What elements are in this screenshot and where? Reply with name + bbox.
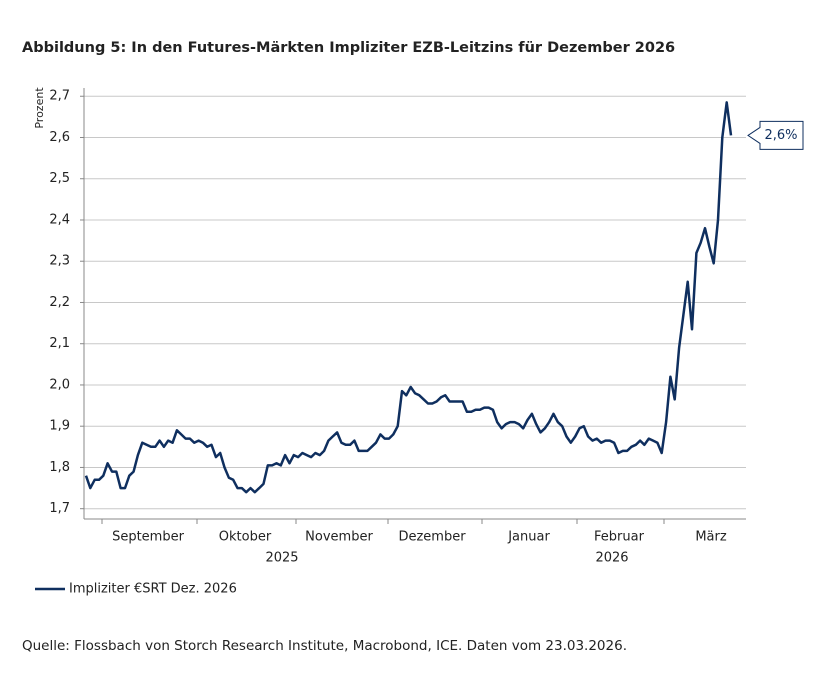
y-tick-label: 2,4: [49, 212, 70, 227]
y-tick-label: 2,7: [49, 89, 70, 104]
x-tick-label: Januar: [507, 530, 550, 545]
year-label: 2025: [265, 551, 298, 566]
y-tick-label: 2,3: [49, 254, 70, 269]
annotation-box: [747, 120, 804, 150]
x-tick-label: November: [305, 530, 373, 545]
x-tick-label: März: [695, 530, 727, 545]
line: [84, 101, 733, 494]
x-tick-label: Oktober: [219, 530, 272, 545]
source: Quelle: Flossbach von Storch Research In…: [22, 638, 627, 654]
y-tick-label: 1,9: [49, 419, 70, 434]
y-axis-label: Prozent: [33, 87, 46, 129]
x-tick-label: Februar: [594, 530, 645, 545]
y-tick-label: 2,5: [49, 171, 70, 186]
y-tick-label: 1,8: [49, 460, 70, 475]
data-label: 2,6%: [764, 128, 797, 143]
legend-label: Impliziter €SRT Dez. 2026: [69, 582, 237, 597]
year-label: 2026: [595, 551, 628, 566]
y-tick-label: 2,2: [49, 295, 70, 310]
y-tick-label: 2,0: [49, 377, 70, 392]
y-tick-label: 1,7: [49, 501, 70, 516]
x-tick-label: Dezember: [398, 530, 466, 545]
x-tick-label: September: [112, 530, 185, 545]
y-tick-label: 2,1: [49, 336, 70, 351]
chart-title: Abbildung 5: In den Futures-Märkten Impl…: [22, 40, 675, 56]
y-tick-label: 2,6: [49, 130, 70, 145]
